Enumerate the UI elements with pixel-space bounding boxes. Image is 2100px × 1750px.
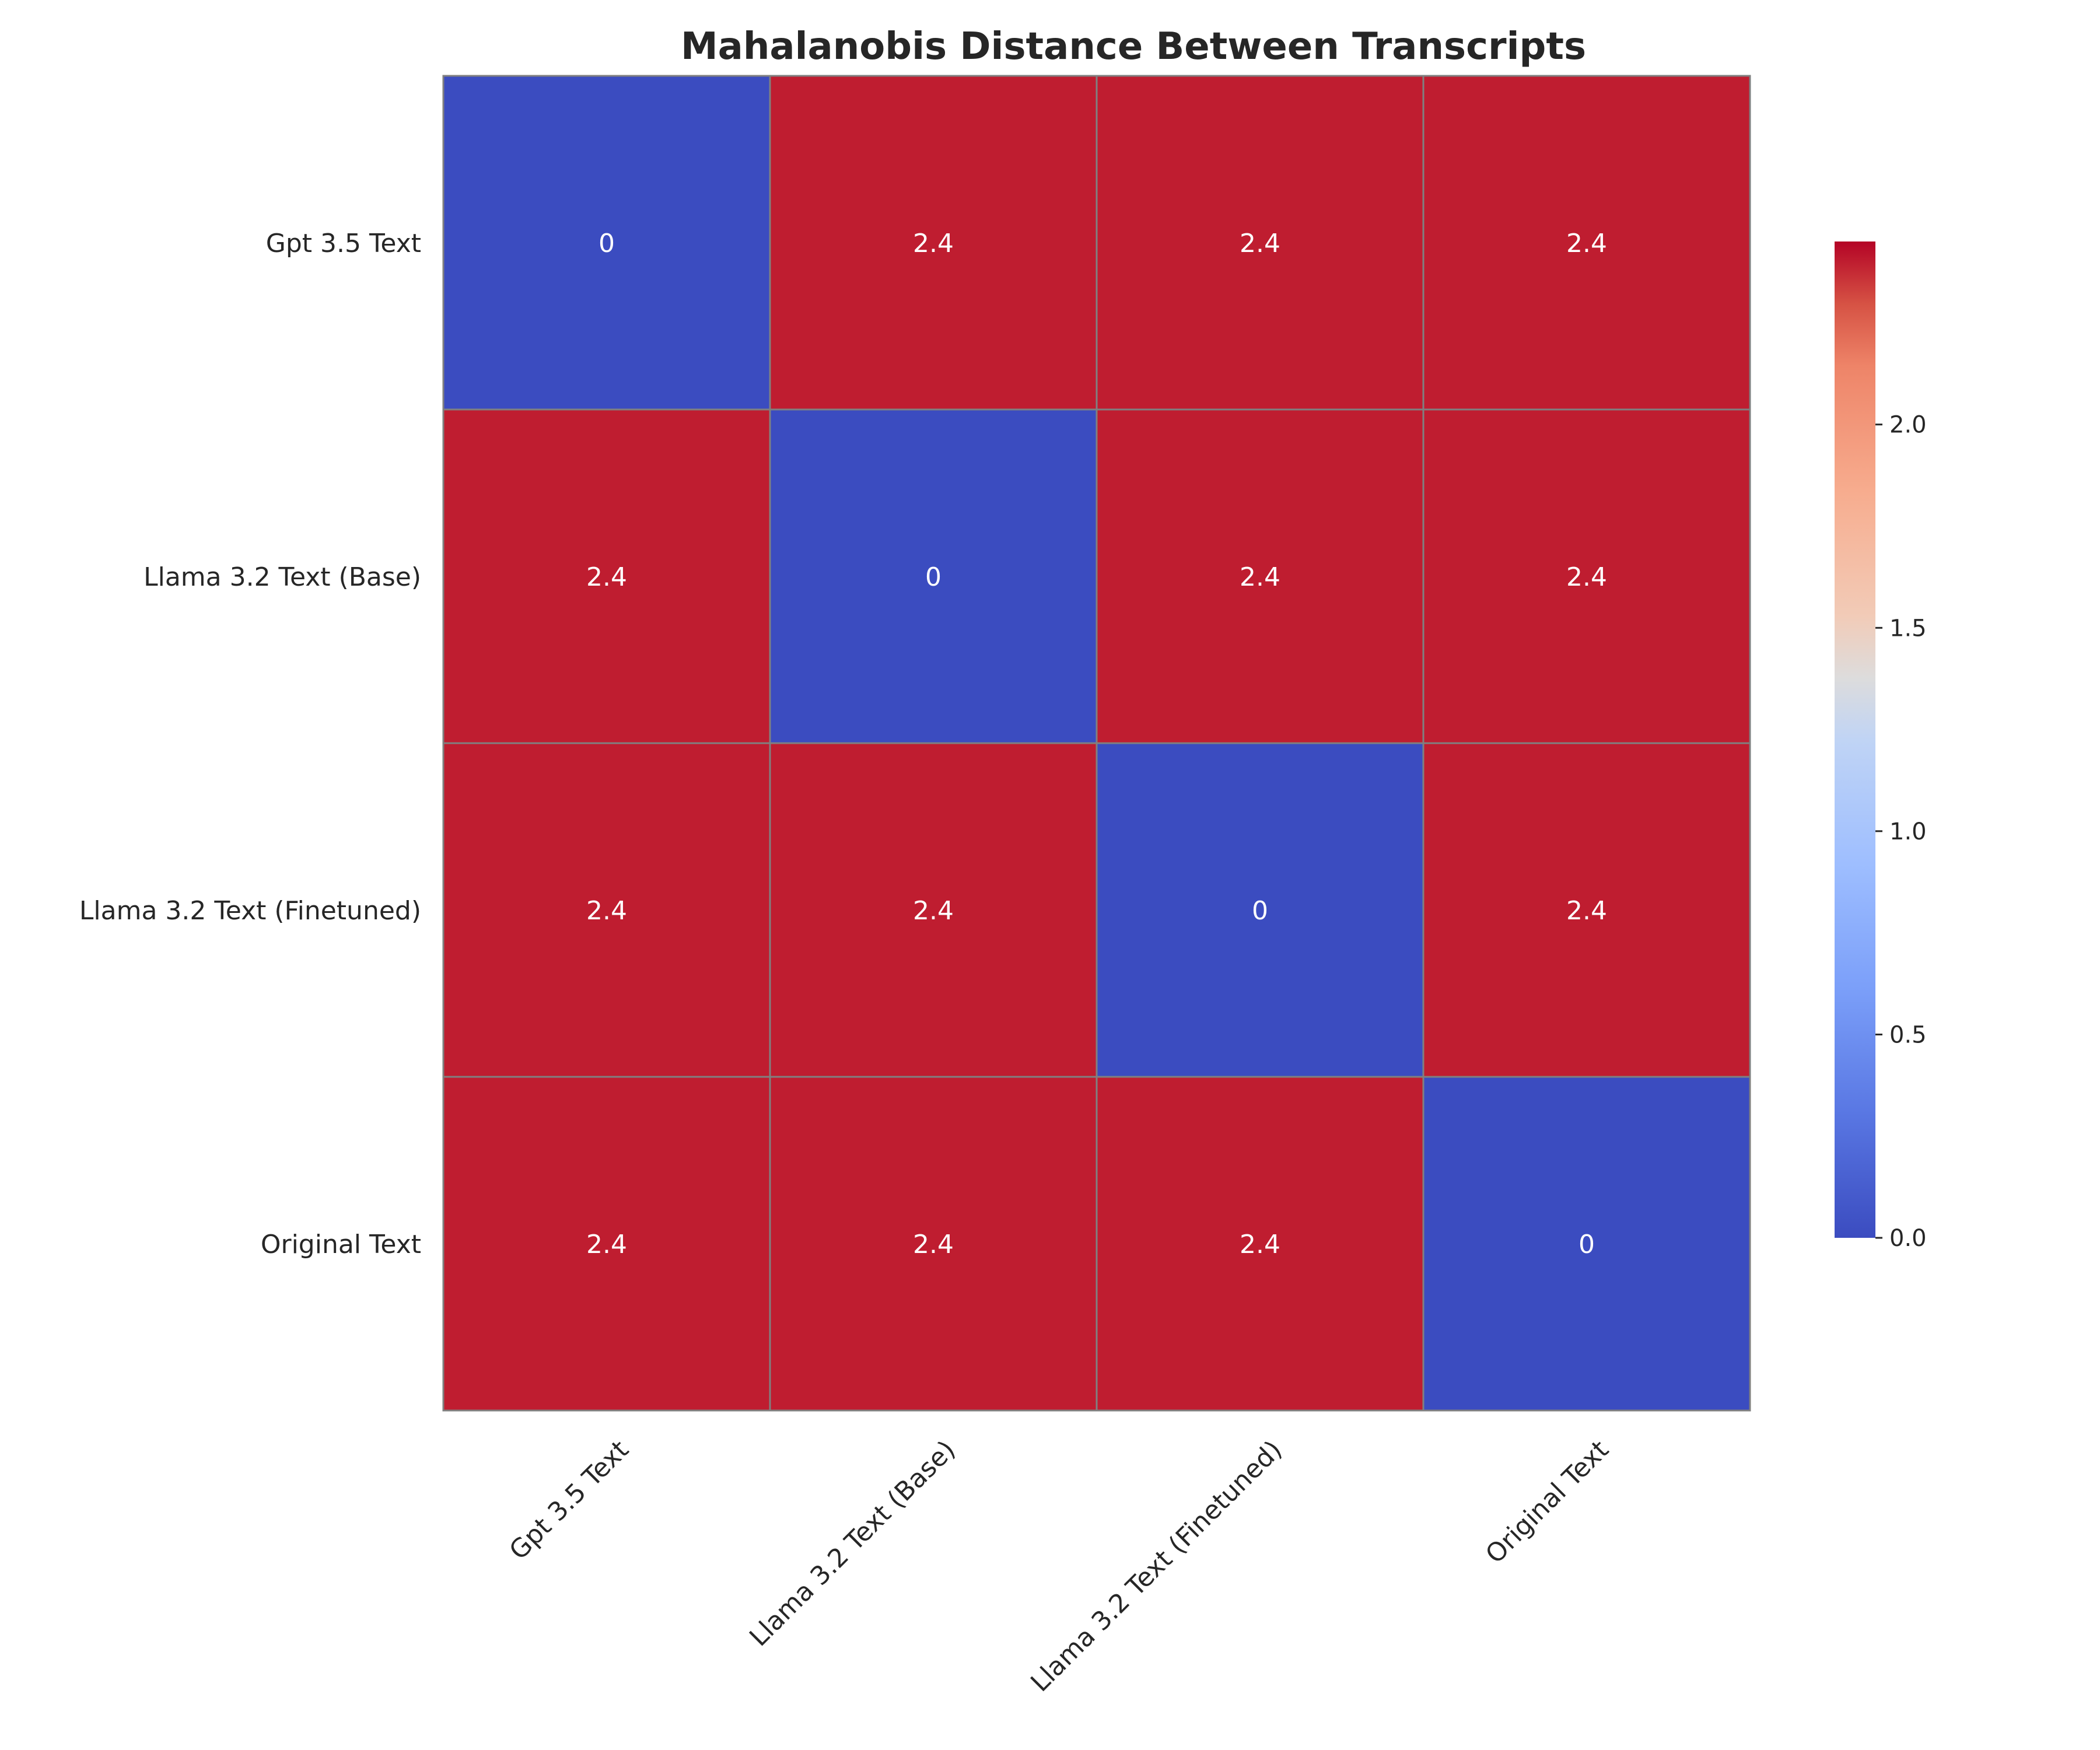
heatmap-cell [1096,1076,1424,1412]
heatmap-cell-label: 0 [1578,1230,1595,1259]
row-tick-labels: Gpt 3.5 Text Llama 3.2 Text (Base) Llama 3… [79,229,421,1259]
heatmap-cell-labels: 0 2.4 2.4 2.4 2.4 0 2.4 2.4 2.4 2.4 0 2.4 2.4 2.4 2.4 0 [586,229,1607,1259]
heatmap-cell [769,75,1098,411]
colorbar-tick-label: 1.5 [1889,615,1927,642]
column-tick-labels: Gpt 3.5 Text Llama 3.2 Text (Base) Llama 3… [503,1435,1614,1698]
colorbar-gradient [1835,242,1875,1238]
heatmap-cell-label: 2.4 [913,896,954,926]
row-tick-label: Original Text [261,1230,421,1259]
column-tick-label: Llama 3.2 Text (Finetuned) [1025,1435,1287,1698]
heatmap-cell-label: 2.4 [1240,1230,1280,1259]
heatmap-cell [769,408,1098,744]
heatmap-cell-label: 2.4 [1240,229,1280,258]
colorbar-tick-label: 1.0 [1889,818,1927,845]
column-tick-label: Llama 3.2 Text (Base) [744,1435,961,1653]
heatmap-cell [442,408,771,744]
heatmap-cell-label: 2.4 [586,1230,627,1259]
heatmap-cells [442,75,1751,1412]
heatmap-cell-label: 0 [598,229,615,258]
chart-title: Mahalanobis Distance Between Transcripts [681,25,1586,68]
heatmap-cell [1422,1076,1751,1412]
heatmap-cell [442,1076,771,1412]
heatmap-cell [1422,75,1751,411]
heatmap-cell-label: 2.4 [1566,562,1607,592]
heatmap-cell [442,75,771,411]
heatmap-cell [769,1076,1098,1412]
heatmap-cell-label: 2.4 [1566,229,1607,258]
colorbar-tick-label: 0.5 [1889,1021,1927,1048]
column-tick-label: Original Text [1480,1435,1615,1570]
heatmap-cell-label: 0 [1252,896,1268,926]
heatmap-cell [769,742,1098,1078]
colorbar: 0.0 0.5 1.0 1.5 2.0 [1835,242,1927,1252]
colorbar-tick-label: 0.0 [1889,1225,1927,1252]
heatmap-cell [1422,408,1751,744]
heatmap-cell-label: 0 [925,562,942,592]
heatmap-cell-label: 2.4 [913,1230,954,1259]
heatmap-cell-label: 2.4 [913,229,954,258]
colorbar-tick-label: 2.0 [1889,412,1927,439]
heatmap-cell-label: 2.4 [1566,896,1607,926]
row-tick-label: Gpt 3.5 Text [266,229,421,258]
heatmap-cell [1422,742,1751,1078]
heatmap-cell-label: 2.4 [586,896,627,926]
heatmap-cell-label: 2.4 [1240,562,1280,592]
row-tick-label: Llama 3.2 Text (Finetuned) [79,896,421,926]
heatmap-cell-label: 2.4 [586,562,627,592]
colorbar-ticks: 0.0 0.5 1.0 1.5 2.0 [1875,412,1927,1252]
heatmap-cell [1096,408,1424,744]
heatmap-cell [1096,75,1424,411]
column-tick-label: Gpt 3.5 Text [503,1435,634,1566]
row-tick-label: Llama 3.2 Text (Base) [144,562,421,592]
